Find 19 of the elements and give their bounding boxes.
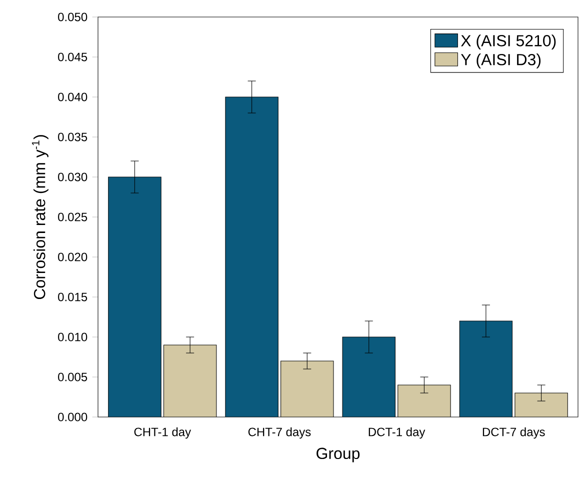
y-tick-label: 0.025: [58, 212, 88, 222]
y-tick-label: 0.010: [58, 332, 88, 342]
x-tick-label: CHT-1 day: [134, 427, 192, 439]
y-axis-title: Corrosion rate (mm y$^{-1}$): [32, 135, 48, 300]
y-tick-label: 0.050: [58, 12, 88, 22]
y-tick-label: 0.045: [58, 52, 88, 62]
y-tick-label: 0.020: [58, 252, 88, 262]
y-tick-label: 0.005: [58, 372, 88, 382]
x-tick-label: CHT-7 days: [248, 427, 311, 439]
x-tick-label: DCT-7 days: [482, 427, 545, 439]
y-tick-label: 0.015: [58, 292, 88, 302]
legend-label: Y (AISI D3): [460, 54, 541, 68]
y-tick-label: 0.030: [58, 172, 88, 182]
x-tick-label: DCT-1 day: [368, 427, 426, 439]
y-tick-label: 0.040: [58, 92, 88, 102]
y-tick-label: 0.035: [58, 132, 88, 142]
legend-label: X (AISI 5210): [460, 34, 556, 50]
y-tick-label: 0.000: [58, 412, 88, 422]
x-axis-title: Group: [316, 448, 360, 462]
